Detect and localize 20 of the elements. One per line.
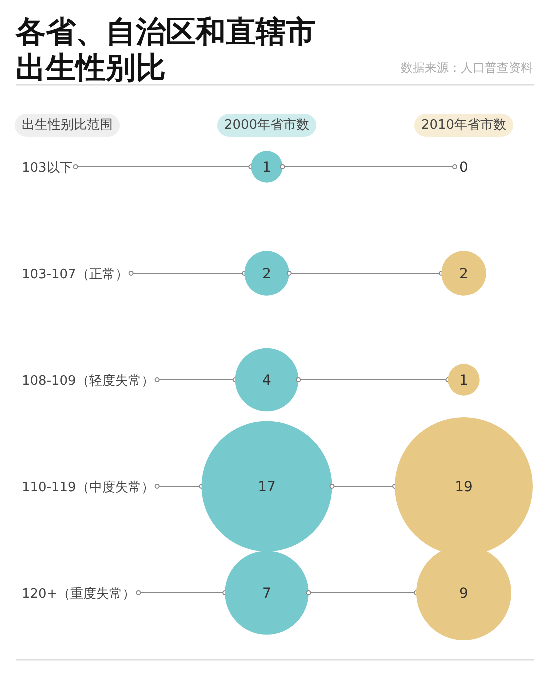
data-label: 19 [455,480,473,496]
category-label: 120+（重度失常） [22,586,136,602]
text: 各省、自治区和直辖市出生性别比 [15,15,316,86]
data-label: 4 [262,373,272,389]
series-label: 2000年省市数 [224,118,310,133]
category-label: 110-119（中度失常） [22,480,154,496]
data-label: 2 [460,266,468,282]
data-label: 7 [262,586,272,602]
category-label: 108-109（轻度失常） [22,373,154,389]
text: 2010年省市数 [421,118,507,133]
data-label: 2 [262,266,272,282]
data-label: 9 [460,586,468,602]
data-label: 17 [258,480,276,496]
data-label: 1 [460,373,468,389]
category-label: 103以下 [22,161,73,176]
data-label: 1 [262,160,272,176]
source-note: 数据来源：人口普查资料 [401,61,533,75]
text: 出生性别比范围 [22,118,113,133]
category-label: 103-107（正常） [22,268,128,282]
data-label: 0 [460,160,468,176]
